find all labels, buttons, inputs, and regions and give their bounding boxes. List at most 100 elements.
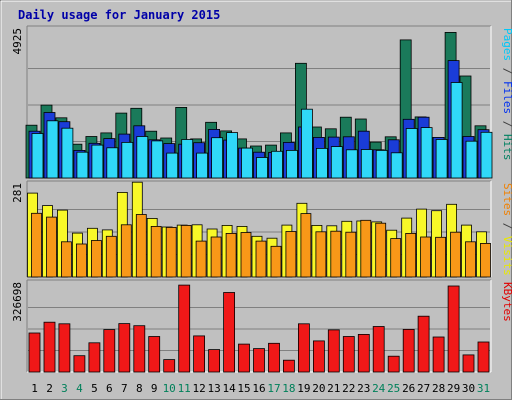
bar-pages-23 — [360, 149, 373, 179]
axis-legend-part: KBytes — [501, 282, 512, 322]
bar-kbytes-17 — [268, 342, 280, 373]
x-tick-label-23: 23 — [357, 382, 370, 395]
bar-pages-22 — [345, 149, 358, 179]
bar-kbytes-24 — [372, 326, 385, 373]
bar-pages-16 — [256, 157, 268, 179]
axis-legend-part: Hits — [501, 134, 512, 161]
chart-panels: 4925 Pages / Files / Hits 281 Sites / Visit… — [11, 25, 512, 373]
bar-sites-27 — [420, 236, 432, 278]
bar-sites-9 — [150, 225, 162, 278]
bar-kbytes-2 — [43, 321, 56, 373]
bar-sites-5 — [91, 240, 102, 278]
bar-sites-30 — [465, 241, 476, 278]
x-tick-label-24: 24 — [372, 382, 386, 395]
axis-legend-part: / — [501, 216, 512, 236]
axis-legend-part: Visits — [501, 236, 512, 276]
bar-sites-8 — [135, 214, 147, 278]
bar-sites-21 — [330, 230, 342, 278]
bar-pages-19 — [300, 108, 313, 179]
bar-kbytes-15 — [238, 343, 250, 373]
bar-pages-2 — [46, 120, 59, 179]
x-axis-labels: 1 2 3 4 5 6 7 8 9 10 11 12 13 14 15 16 17 18 19 20 21 22 23 24 2… — [31, 382, 490, 395]
bar-sites-20 — [315, 231, 327, 278]
x-tick-label-19: 19 — [297, 382, 310, 395]
bar-pages-30 — [465, 140, 478, 179]
bar-sites-10 — [165, 226, 177, 278]
bar-sites-13 — [210, 236, 222, 278]
axis-legend-part: / — [501, 61, 512, 81]
bar-sites-7 — [120, 224, 132, 278]
bar-kbytes-25 — [387, 355, 400, 373]
bar-sites-29 — [450, 231, 462, 278]
bar-sites-19 — [300, 213, 312, 278]
bar-sites-3 — [61, 241, 72, 278]
chart-title: Daily usage for January 2015 — [18, 8, 220, 22]
x-tick-label-16: 16 — [252, 382, 265, 395]
series-sites — [31, 212, 491, 278]
bar-sites-23 — [360, 219, 372, 278]
bar-sites-25 — [390, 238, 402, 278]
bar-kbytes-7 — [118, 323, 131, 373]
x-tick-label-20: 20 — [312, 382, 325, 395]
x-tick-label-4: 4 — [76, 382, 83, 395]
bar-pages-7 — [121, 141, 134, 179]
x-tick-label-5: 5 — [91, 382, 98, 395]
bar-pages-31 — [480, 131, 493, 179]
bar-sites-4 — [76, 243, 87, 278]
x-tick-label-27: 27 — [417, 382, 430, 395]
x-tick-label-29: 29 — [447, 382, 460, 395]
axis-legend: KBytes — [501, 282, 512, 322]
bar-kbytes-10 — [163, 359, 176, 373]
bar-kbytes-28 — [432, 336, 445, 373]
bar-sites-24 — [375, 222, 387, 278]
axis-legend-part: Sites — [501, 183, 512, 216]
bar-sites-28 — [435, 236, 447, 278]
bar-kbytes-26 — [402, 328, 415, 373]
x-tick-label-13: 13 — [207, 382, 220, 395]
bar-pages-17 — [271, 150, 283, 179]
bar-pages-11 — [181, 139, 194, 179]
bar-kbytes-16 — [253, 348, 265, 373]
bar-kbytes-13 — [208, 349, 221, 373]
bar-kbytes-18 — [282, 359, 295, 373]
bar-kbytes-22 — [342, 336, 355, 373]
bar-kbytes-31 — [477, 341, 490, 373]
bar-pages-5 — [91, 144, 104, 179]
bar-pages-13 — [211, 137, 224, 179]
bar-pages-26 — [405, 128, 418, 179]
x-tick-label-10: 10 — [163, 382, 176, 395]
panel-pages-files-hits: 4925 Pages / Files / Hits — [11, 25, 512, 179]
bar-pages-29 — [450, 82, 463, 179]
x-tick-label-7: 7 — [121, 382, 128, 395]
x-tick-label-2: 2 — [46, 382, 53, 395]
bar-kbytes-3 — [58, 323, 71, 373]
bar-pages-15 — [241, 147, 253, 179]
bar-pages-10 — [166, 152, 179, 179]
series-pages — [31, 82, 493, 179]
bar-sites-16 — [255, 240, 267, 278]
bar-sites-26 — [405, 232, 417, 278]
x-tick-label-25: 25 — [387, 382, 400, 395]
bar-pages-18 — [285, 149, 298, 179]
bar-kbytes-23 — [357, 333, 370, 373]
bar-pages-27 — [420, 127, 433, 179]
bar-kbytes-1 — [28, 332, 41, 373]
bar-kbytes-11 — [178, 284, 191, 373]
bar-pages-9 — [151, 140, 164, 179]
y-max-label: 326698 — [11, 282, 24, 322]
bar-kbytes-12 — [193, 335, 206, 373]
bar-sites-14 — [225, 232, 237, 278]
x-tick-label-8: 8 — [136, 382, 143, 395]
bar-sites-17 — [270, 245, 282, 278]
panel-sites-visits: 281 Sites / Visits — [11, 180, 512, 278]
x-tick-label-22: 22 — [342, 382, 355, 395]
series-kbytes — [28, 284, 490, 373]
bar-pages-3 — [61, 127, 74, 179]
bar-kbytes-21 — [327, 329, 340, 373]
x-tick-label-11: 11 — [178, 382, 191, 395]
bar-pages-12 — [196, 152, 209, 179]
x-tick-label-3: 3 — [61, 382, 68, 395]
bar-kbytes-19 — [297, 323, 310, 373]
y-max-label: 281 — [11, 183, 24, 203]
